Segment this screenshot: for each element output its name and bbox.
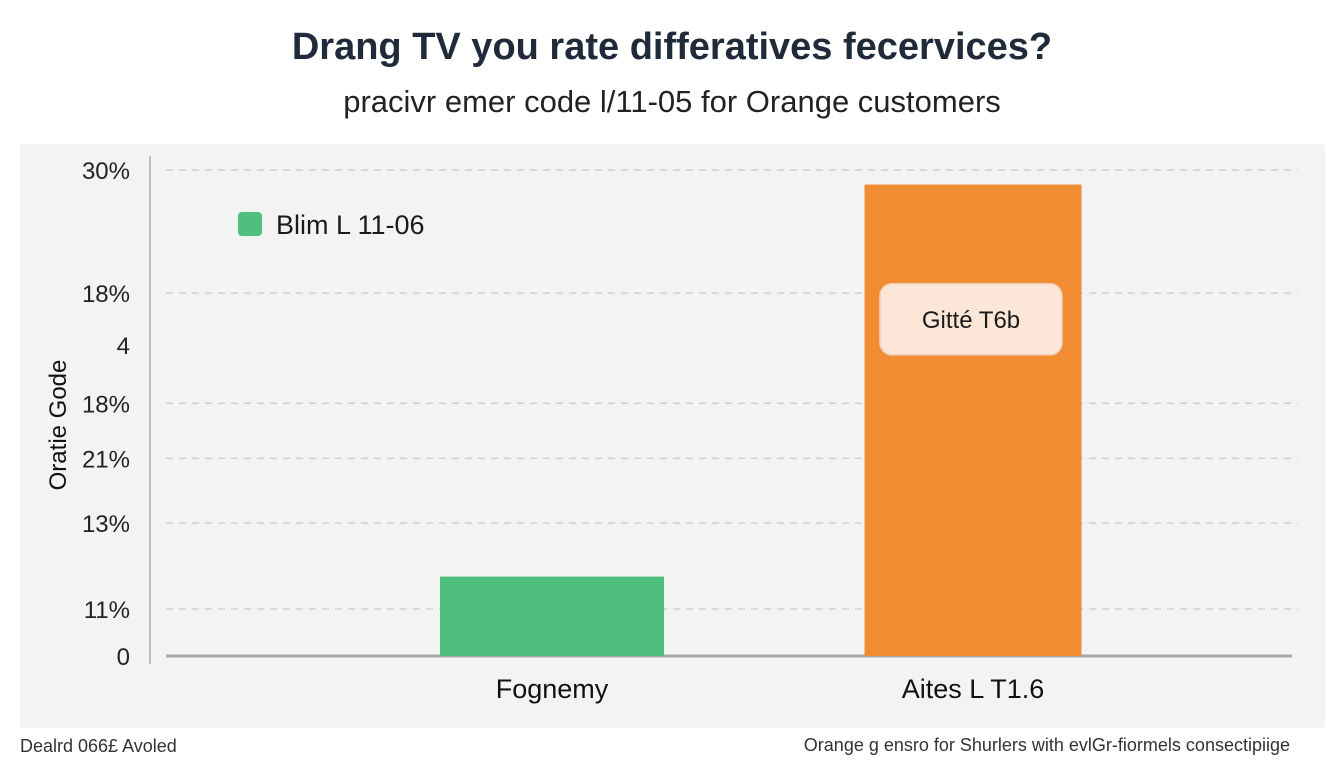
annotation-callout — [879, 283, 1063, 356]
y-tick-label: 4 — [117, 333, 130, 360]
y-tick-label: 18% — [82, 281, 130, 308]
footer-right-note: Orange g ensro for Shurlers with evlGr-f… — [803, 735, 1290, 755]
bar-1 — [440, 576, 664, 656]
bar-2 — [864, 184, 1082, 656]
legend-label: Blim L 11-06 — [276, 210, 425, 240]
chart-title: Drang TV you rate differatives fecervice… — [291, 26, 1053, 68]
footer-left-note: Dealrd 066£ Avoled — [20, 736, 177, 756]
y-tick-label: 18% — [82, 391, 130, 418]
y-tick-label: 21% — [82, 446, 130, 473]
y-tick-label: 30% — [82, 158, 130, 185]
y-tick-label: 0 — [117, 644, 130, 671]
y-tick-label: 13% — [82, 511, 130, 538]
chart-subtitle: pracivr emer code l/11-05 for Orange cus… — [343, 84, 1001, 119]
x-category-label: Aites L T1.6 — [902, 674, 1045, 704]
y-tick-label: 11% — [84, 597, 130, 624]
chart-panel — [20, 144, 1325, 728]
legend-swatch — [238, 212, 262, 236]
y-axis-title: Oratie Gode — [45, 360, 72, 491]
x-category-label: Fognemy — [496, 674, 609, 704]
annotation-label: Gitté T6b — [922, 307, 1020, 334]
